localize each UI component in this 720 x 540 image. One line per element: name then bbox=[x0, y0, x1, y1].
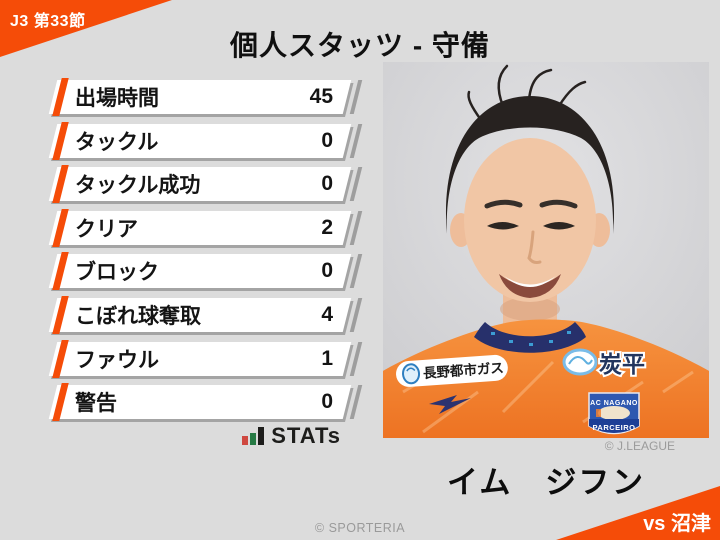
stats-logo: STATs bbox=[53, 423, 341, 448]
stat-text: ブロック 0 bbox=[53, 254, 347, 288]
hair bbox=[445, 96, 615, 234]
eyebrows bbox=[484, 199, 578, 209]
bar-green bbox=[250, 433, 257, 445]
stat-text: タックル 0 bbox=[53, 124, 347, 158]
stat-row-loose-ball-recoveries: こぼれ球奪取 4 bbox=[48, 295, 363, 334]
page-title: 個人スタッツ - 守備 bbox=[230, 30, 490, 61]
bar-chart-icon bbox=[242, 427, 265, 446]
opponent-label: vs 沼津 bbox=[643, 513, 711, 535]
stat-value: 0 bbox=[321, 128, 333, 152]
stat-row-tackles-won: タックル成功 0 bbox=[48, 165, 363, 204]
player-portrait: 長野都市ガス 炭平 AC NAGANO PARCEIRO bbox=[383, 62, 709, 438]
stat-row-clearances: クリア 2 bbox=[48, 208, 363, 247]
gas-drop-icon bbox=[402, 363, 421, 385]
stat-label: クリア bbox=[75, 217, 138, 241]
stat-label: 出場時間 bbox=[75, 87, 159, 110]
stat-text: 出場時間 45 bbox=[53, 80, 347, 114]
collar bbox=[474, 322, 586, 353]
slash-decoration bbox=[349, 123, 363, 158]
stat-label: タックル成功 bbox=[75, 174, 201, 198]
stat-text: こぼれ球奪取 4 bbox=[53, 298, 347, 332]
slash-decoration bbox=[349, 167, 363, 202]
stat-value: 2 bbox=[321, 215, 333, 239]
stat-row-yellow-cards: 警告 0 bbox=[48, 383, 363, 422]
teeth bbox=[504, 276, 556, 287]
stats-logo-text: STATs bbox=[271, 423, 341, 448]
crest-bottom-text: PARCEIRO bbox=[592, 423, 635, 432]
chin-shadow bbox=[500, 297, 560, 321]
brand-swoosh-icon bbox=[429, 395, 471, 414]
slash-decoration bbox=[349, 385, 363, 420]
sponsor-left-logo: 長野都市ガス bbox=[396, 354, 508, 387]
stat-text: 警告 0 bbox=[53, 385, 347, 419]
player-photo: 長野都市ガス 炭平 AC NAGANO PARCEIRO bbox=[383, 62, 709, 438]
stat-label: こぼれ球奪取 bbox=[75, 304, 201, 328]
tanpei-oval-icon bbox=[562, 348, 598, 376]
stat-row-playing-time: 出場時間 45 bbox=[48, 78, 363, 116]
slash-decoration bbox=[349, 297, 363, 332]
sponsor-left-text: 長野都市ガス bbox=[422, 359, 504, 381]
round-label: J3 第33節 bbox=[10, 13, 86, 30]
stat-row-tackles: タックル 0 bbox=[48, 121, 363, 160]
stat-row-blocks: ブロック 0 bbox=[48, 252, 363, 291]
hair-strands bbox=[467, 64, 587, 122]
player-name: イム ジフン bbox=[447, 465, 645, 500]
sponsor-right-logo: 炭平 bbox=[562, 348, 647, 379]
stat-value: 0 bbox=[321, 259, 333, 283]
sporteria-credit: © SPORTERIA bbox=[314, 521, 406, 535]
stat-label: 警告 bbox=[75, 392, 117, 416]
stat-text: タックル成功 0 bbox=[53, 167, 347, 201]
stat-label: ファウル bbox=[75, 348, 159, 372]
face bbox=[464, 138, 596, 302]
stat-text: クリア 2 bbox=[53, 211, 347, 245]
stat-value: 1 bbox=[321, 346, 333, 370]
slash-decoration bbox=[349, 210, 363, 245]
collar-pattern bbox=[491, 331, 571, 346]
stat-value: 4 bbox=[321, 302, 333, 326]
nose bbox=[527, 230, 542, 264]
sponsor-right-text: 炭平 bbox=[599, 351, 645, 377]
stat-value: 0 bbox=[321, 172, 333, 196]
crest-top-text: AC NAGANO bbox=[590, 400, 638, 407]
slash-decoration bbox=[349, 80, 363, 114]
bar-red bbox=[242, 436, 249, 445]
stat-value: 0 bbox=[321, 390, 333, 414]
stat-text: ファウル 1 bbox=[53, 342, 347, 376]
stat-label: タックル bbox=[75, 130, 159, 154]
photo-credit: © J.LEAGUE bbox=[604, 439, 675, 453]
bar-black bbox=[258, 427, 265, 445]
eyes bbox=[487, 222, 575, 230]
stat-value: 45 bbox=[309, 85, 333, 108]
stats-list: 出場時間 45 タックル 0 タックル成功 0 bbox=[48, 78, 363, 429]
stat-label: ブロック bbox=[75, 261, 159, 285]
crest-emblem bbox=[598, 406, 630, 420]
club-crest: AC NAGANO PARCEIRO bbox=[588, 392, 640, 435]
slash-decoration bbox=[349, 341, 363, 376]
slash-decoration bbox=[349, 254, 363, 289]
stat-row-fouls: ファウル 1 bbox=[48, 339, 363, 378]
